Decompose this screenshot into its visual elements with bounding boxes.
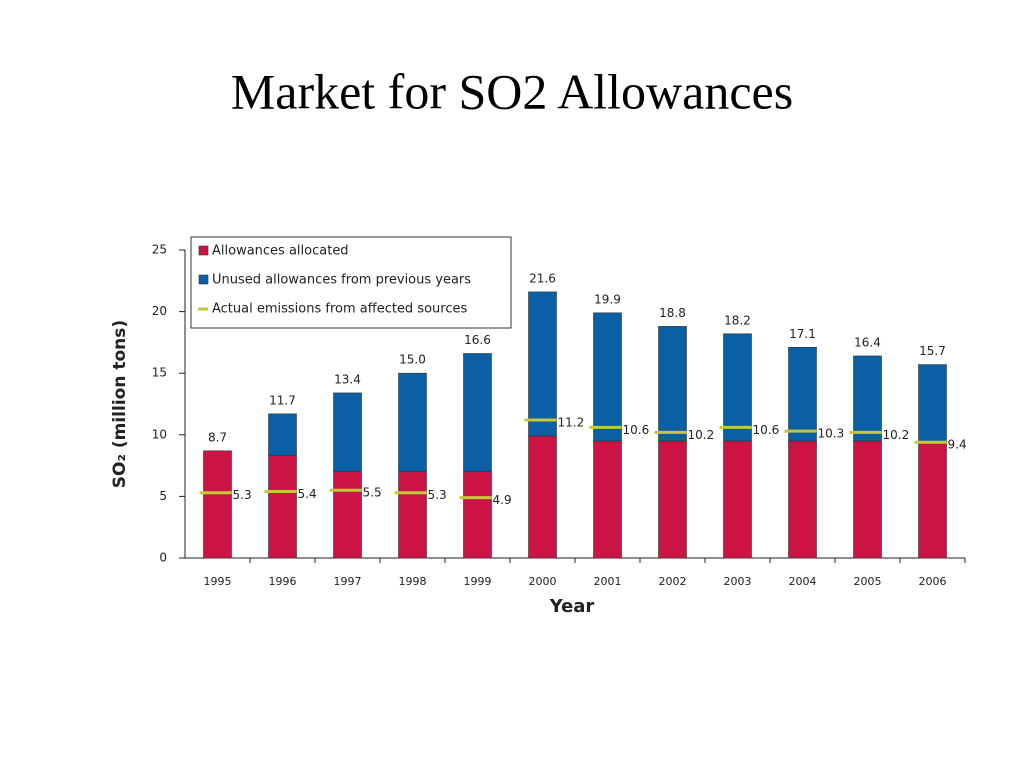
emission-label: 10.2: [688, 428, 715, 442]
x-tick-label: 2002: [659, 575, 687, 588]
y-tick-label: 0: [159, 551, 167, 565]
x-tick-label: 2005: [854, 575, 882, 588]
bar-segment: [723, 440, 752, 559]
bar-segment: [398, 372, 427, 473]
slide-title: Market for SO2 Allowances: [231, 63, 793, 119]
y-tick-label: 20: [152, 304, 167, 318]
emission-label: 5.4: [298, 487, 317, 501]
stack-total-label: 21.6: [529, 271, 556, 285]
legend-label: Allowances allocated: [212, 244, 349, 259]
bar-segment: [853, 440, 882, 559]
x-tick-label: 1999: [464, 575, 492, 588]
bar-segment: [658, 440, 687, 559]
x-axis-title: Year: [549, 596, 595, 617]
stack-total-label: 16.4: [854, 335, 881, 349]
bar-segment: [918, 441, 947, 559]
emission-label: 9.4: [948, 438, 967, 452]
bar-segment: [723, 333, 752, 442]
y-tick-label: 5: [159, 489, 167, 503]
x-tick-label: 1995: [204, 575, 232, 588]
bar-segment: [788, 440, 817, 559]
x-tick-label: 1996: [269, 575, 297, 588]
bar-segment: [333, 392, 362, 473]
x-tick-label: 1998: [399, 575, 427, 588]
legend-label: Unused allowances from previous years: [212, 273, 471, 288]
bar-segment: [463, 471, 492, 559]
bar-segment: [528, 291, 557, 437]
bar-segment: [268, 455, 297, 559]
x-tick-label: 2006: [919, 575, 947, 588]
stack-total-label: 15.7: [919, 344, 946, 358]
x-tick-label: 2004: [789, 575, 817, 588]
emission-label: 11.2: [558, 416, 585, 430]
bar-segment: [463, 353, 492, 473]
stack-total-label: 15.0: [399, 353, 426, 367]
stack-total-label: 13.4: [334, 372, 361, 386]
stack-total-label: 19.9: [594, 292, 621, 306]
emission-label: 5.3: [233, 488, 252, 502]
bar-segment: [918, 364, 947, 443]
emission-label: 10.6: [753, 423, 780, 437]
bar-segment: [853, 355, 882, 442]
y-axis-title: SO₂ (million tons): [110, 320, 130, 488]
stack-total-label: 17.1: [789, 327, 816, 341]
x-tick-label: 1997: [334, 575, 362, 588]
legend-swatch: [198, 274, 209, 285]
legend-swatch: [198, 245, 209, 256]
emission-label: 5.3: [428, 488, 447, 502]
bar-segment: [528, 435, 557, 559]
bar-segment: [593, 440, 622, 559]
emission-label: 10.6: [623, 423, 650, 437]
y-tick-label: 25: [152, 243, 167, 257]
x-tick-label: 2001: [594, 575, 622, 588]
bar-segment: [333, 471, 362, 559]
bar-segment: [788, 347, 817, 442]
y-tick-label: 10: [152, 427, 167, 441]
bar-segment: [203, 450, 232, 559]
y-tick-label: 15: [152, 366, 167, 380]
bar-segment: [398, 471, 427, 559]
stack-total-label: 8.7: [208, 430, 227, 444]
emission-label: 4.9: [493, 493, 512, 507]
legend-box: [190, 236, 512, 329]
emission-label: 5.5: [363, 486, 382, 500]
emission-label: 10.2: [883, 428, 910, 442]
bar-segment: [593, 312, 622, 442]
emission-label: 10.3: [818, 427, 845, 441]
legend-label: Actual emissions from affected sources: [212, 302, 467, 317]
x-tick-label: 2003: [724, 575, 752, 588]
stack-total-label: 16.6: [464, 333, 491, 347]
stack-total-label: 18.2: [724, 313, 751, 327]
stack-total-label: 11.7: [269, 393, 296, 407]
bar-segment: [658, 326, 687, 442]
stack-total-label: 18.8: [659, 306, 686, 320]
x-tick-label: 2000: [529, 575, 557, 588]
bar-segment: [268, 413, 297, 457]
